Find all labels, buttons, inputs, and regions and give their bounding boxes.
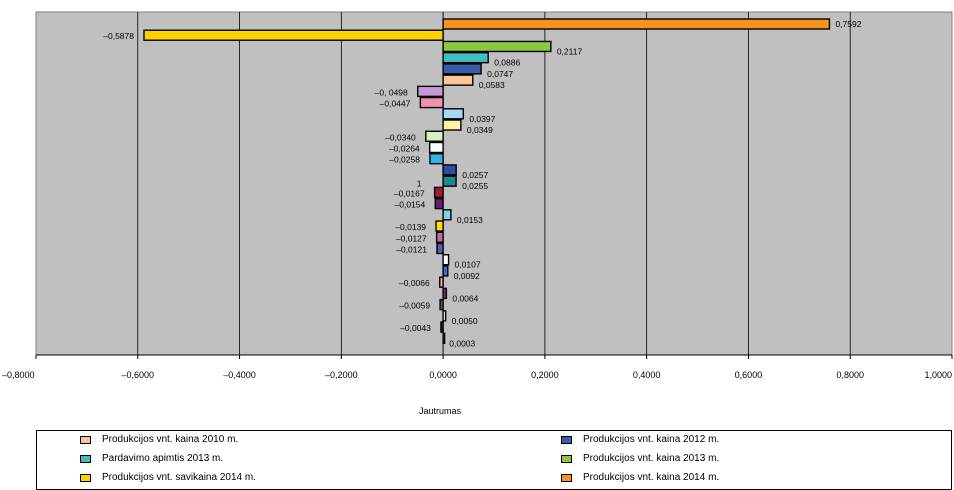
data-label-extra: 1 bbox=[417, 178, 422, 188]
bar bbox=[436, 242, 444, 255]
bars bbox=[143, 18, 831, 344]
data-label: –0,0447 bbox=[380, 99, 411, 109]
legend-item: Produkcijos vnt. kaina 2014 m. bbox=[561, 472, 719, 485]
bar bbox=[442, 40, 552, 53]
x-tick-label: –0,6000 bbox=[122, 370, 155, 380]
bar bbox=[442, 63, 482, 75]
bar bbox=[442, 209, 452, 221]
legend-label: Produkcijos vnt. kaina 2012 m. bbox=[583, 434, 720, 445]
legend-swatch bbox=[561, 436, 572, 444]
bar bbox=[433, 186, 444, 199]
bar bbox=[442, 175, 457, 187]
bar bbox=[439, 276, 444, 288]
bar bbox=[442, 254, 450, 266]
data-label: –0,0043 bbox=[400, 323, 431, 333]
data-label: –0,0340 bbox=[385, 132, 416, 142]
legend-item: Produkcijos vnt. kaina 2010 m. bbox=[80, 434, 238, 447]
x-tick-label: 1,0000 bbox=[924, 370, 952, 380]
data-label: –0,0258 bbox=[389, 155, 420, 165]
data-label: –0,0121 bbox=[396, 245, 427, 255]
bar bbox=[442, 164, 457, 176]
data-label: –0, 0498 bbox=[375, 87, 408, 97]
legend: Produkcijos vnt. kaina 2010 m. Produkcij… bbox=[36, 430, 952, 490]
data-label: –0,0066 bbox=[399, 278, 430, 288]
legend-label: Pardavimo apimtis 2013 m. bbox=[102, 453, 224, 464]
data-label: 0,0255 bbox=[462, 181, 488, 191]
legend-item: Produkcijos vnt. kaina 2012 m. bbox=[561, 434, 719, 447]
x-tick-label: –0,2000 bbox=[325, 370, 358, 380]
x-tick-label: –0,4000 bbox=[223, 370, 256, 380]
legend-label: Produkcijos vnt. kaina 2013 m. bbox=[583, 453, 720, 464]
data-label: 0,0583 bbox=[479, 80, 505, 90]
legend-label: Produkcijos vnt. kaina 2014 m. bbox=[583, 472, 720, 483]
legend-label: Produkcijos vnt. savikaina 2014 m. bbox=[102, 472, 256, 483]
x-axis-ticks: –0,8000 –0,6000 –0,4000 –0,2000 0,0000 0,2000… bbox=[2, 355, 953, 380]
data-label: 0,0050 bbox=[452, 316, 478, 326]
bar bbox=[434, 197, 444, 210]
legend-label: Produkcijos vnt. kaina 2010 m. bbox=[102, 434, 239, 445]
data-label: 0,0003 bbox=[449, 338, 475, 348]
legend-item: Produkcijos vnt. kaina 2013 m. bbox=[561, 453, 719, 466]
bar bbox=[419, 96, 444, 109]
data-label: –0,5878 bbox=[103, 31, 134, 41]
data-label: 0,0064 bbox=[452, 293, 478, 303]
data-label: 0,0397 bbox=[469, 114, 495, 124]
data-label: 0,0747 bbox=[487, 69, 513, 79]
x-tick-label: 0,4000 bbox=[633, 370, 661, 380]
bar bbox=[442, 51, 489, 64]
x-tick-label: 0,6000 bbox=[735, 370, 763, 380]
bar bbox=[442, 287, 448, 300]
data-label: 0,0092 bbox=[454, 271, 480, 281]
bar bbox=[442, 332, 446, 344]
legend-swatch bbox=[561, 455, 572, 463]
data-label: 0,0107 bbox=[455, 260, 481, 270]
data-label: 0,0886 bbox=[494, 58, 520, 68]
x-tick-label: 0,2000 bbox=[531, 370, 559, 380]
bar bbox=[442, 108, 465, 120]
x-tick-label: –0,8000 bbox=[2, 370, 35, 380]
data-label: –0,0167 bbox=[394, 188, 425, 198]
bar bbox=[417, 85, 444, 98]
legend-swatch bbox=[80, 455, 91, 463]
bar bbox=[429, 152, 444, 165]
x-tick-label: 0,0000 bbox=[429, 370, 457, 380]
legend-swatch bbox=[561, 474, 572, 482]
legend-item: Pardavimo apimtis 2013 m. bbox=[80, 453, 223, 466]
data-label: –0,0127 bbox=[396, 233, 427, 243]
bar bbox=[143, 29, 444, 41]
bar bbox=[435, 231, 444, 243]
data-label: 0,2117 bbox=[557, 46, 583, 56]
legend-swatch bbox=[80, 474, 91, 482]
data-label: 0,0257 bbox=[462, 170, 488, 180]
bar bbox=[442, 74, 474, 86]
bar bbox=[442, 265, 449, 277]
data-label: –0,0264 bbox=[389, 143, 420, 153]
data-label: 0,7592 bbox=[835, 19, 861, 29]
bar bbox=[428, 141, 444, 154]
bar bbox=[442, 18, 831, 30]
bar bbox=[440, 321, 444, 333]
legend-item: Produkcijos vnt. savikaina 2014 m. bbox=[80, 472, 256, 485]
bar bbox=[442, 310, 447, 322]
x-axis-title: Jautrumas bbox=[419, 406, 462, 416]
data-label: –0,0139 bbox=[395, 222, 426, 232]
x-tick-label: 0,8000 bbox=[836, 370, 864, 380]
legend-swatch bbox=[80, 436, 91, 444]
data-label: 0,0153 bbox=[457, 215, 483, 225]
bar bbox=[439, 298, 444, 311]
data-label: –0,0059 bbox=[399, 301, 430, 311]
data-label: 0,0349 bbox=[467, 125, 493, 135]
plot-area bbox=[35, 11, 953, 356]
bar bbox=[435, 220, 444, 232]
bar bbox=[425, 130, 444, 142]
bar bbox=[442, 119, 462, 131]
data-label: –0,0154 bbox=[395, 200, 426, 210]
